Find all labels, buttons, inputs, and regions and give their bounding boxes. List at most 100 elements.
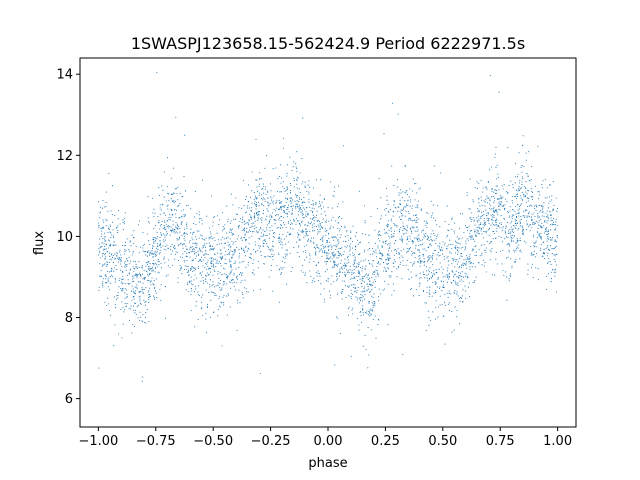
data-point: [154, 287, 156, 289]
data-point: [477, 208, 479, 210]
data-point: [457, 295, 459, 297]
data-point: [306, 230, 308, 232]
data-point: [418, 239, 420, 241]
data-point: [322, 239, 324, 241]
data-point: [241, 272, 244, 274]
data-point: [424, 248, 426, 250]
data-point: [296, 196, 298, 198]
data-point: [491, 218, 493, 220]
data-point: [432, 230, 434, 232]
data-point: [253, 259, 255, 261]
data-point: [328, 233, 330, 235]
data-point: [406, 230, 408, 232]
data-point: [266, 234, 268, 236]
data-point: [540, 227, 542, 229]
data-point: [199, 250, 201, 252]
data-point: [484, 223, 486, 225]
data-point: [151, 253, 153, 255]
data-point: [429, 319, 432, 321]
data-point: [128, 272, 130, 274]
data-point: [326, 240, 329, 242]
data-point: [378, 296, 380, 298]
data-point: [375, 276, 377, 278]
data-point: [104, 254, 106, 256]
data-point: [241, 229, 243, 231]
data-point: [430, 238, 432, 240]
data-point: [99, 252, 101, 254]
data-point: [353, 272, 355, 274]
data-point: [525, 159, 527, 161]
data-point: [198, 237, 200, 239]
data-point: [317, 272, 319, 274]
data-point: [185, 255, 187, 257]
data-point: [177, 205, 179, 207]
y-tick-label: 14: [56, 68, 73, 83]
data-point: [346, 229, 348, 232]
data-point: [263, 263, 265, 265]
data-point: [357, 266, 360, 268]
data-point: [516, 237, 518, 240]
data-point: [428, 269, 430, 271]
data-point: [413, 226, 415, 228]
data-point: [127, 282, 129, 285]
data-point: [521, 230, 523, 232]
data-point: [153, 295, 155, 297]
data-point: [285, 249, 287, 251]
data-point: [138, 261, 140, 263]
data-point: [548, 257, 550, 259]
data-point: [236, 329, 238, 331]
x-tick-label: 0.75: [486, 434, 515, 449]
data-point: [438, 245, 440, 247]
data-point: [466, 226, 468, 228]
x-tick-label: −0.25: [251, 434, 291, 449]
data-point: [423, 236, 425, 238]
data-point: [368, 242, 370, 244]
data-point: [207, 274, 209, 277]
data-point: [341, 268, 343, 270]
data-point: [425, 222, 427, 224]
data-point: [264, 240, 267, 243]
data-point: [358, 271, 360, 273]
data-point: [403, 232, 405, 235]
data-point: [374, 305, 376, 307]
data-point: [313, 281, 315, 283]
data-point: [484, 231, 486, 233]
data-point: [401, 255, 403, 257]
data-point: [466, 192, 468, 194]
data-point: [535, 240, 537, 242]
data-point: [259, 372, 261, 375]
data-point: [319, 231, 321, 233]
data-point: [519, 258, 521, 260]
data-point: [405, 228, 407, 230]
data-point: [364, 291, 366, 293]
data-point: [521, 232, 524, 235]
data-point: [521, 171, 523, 173]
data-point: [392, 283, 394, 285]
data-point: [322, 245, 324, 247]
data-point: [219, 283, 221, 285]
data-point: [549, 261, 551, 263]
data-point: [247, 264, 249, 266]
data-point: [243, 248, 245, 250]
data-point: [523, 194, 525, 196]
data-point: [371, 277, 373, 279]
data-point: [121, 283, 123, 285]
data-point: [103, 248, 105, 250]
data-point: [216, 232, 218, 234]
data-point: [388, 263, 390, 265]
data-point: [489, 169, 491, 171]
data-point: [537, 228, 539, 230]
data-point: [260, 227, 262, 229]
data-point: [428, 292, 431, 294]
data-point: [317, 233, 319, 235]
data-point: [206, 242, 208, 244]
data-point: [223, 228, 225, 230]
data-point: [354, 260, 356, 262]
data-point: [509, 274, 511, 276]
data-point: [210, 248, 212, 250]
data-point: [148, 302, 150, 304]
data-point: [447, 276, 449, 278]
data-point: [418, 255, 420, 257]
data-point: [173, 199, 175, 201]
data-point: [366, 290, 368, 292]
